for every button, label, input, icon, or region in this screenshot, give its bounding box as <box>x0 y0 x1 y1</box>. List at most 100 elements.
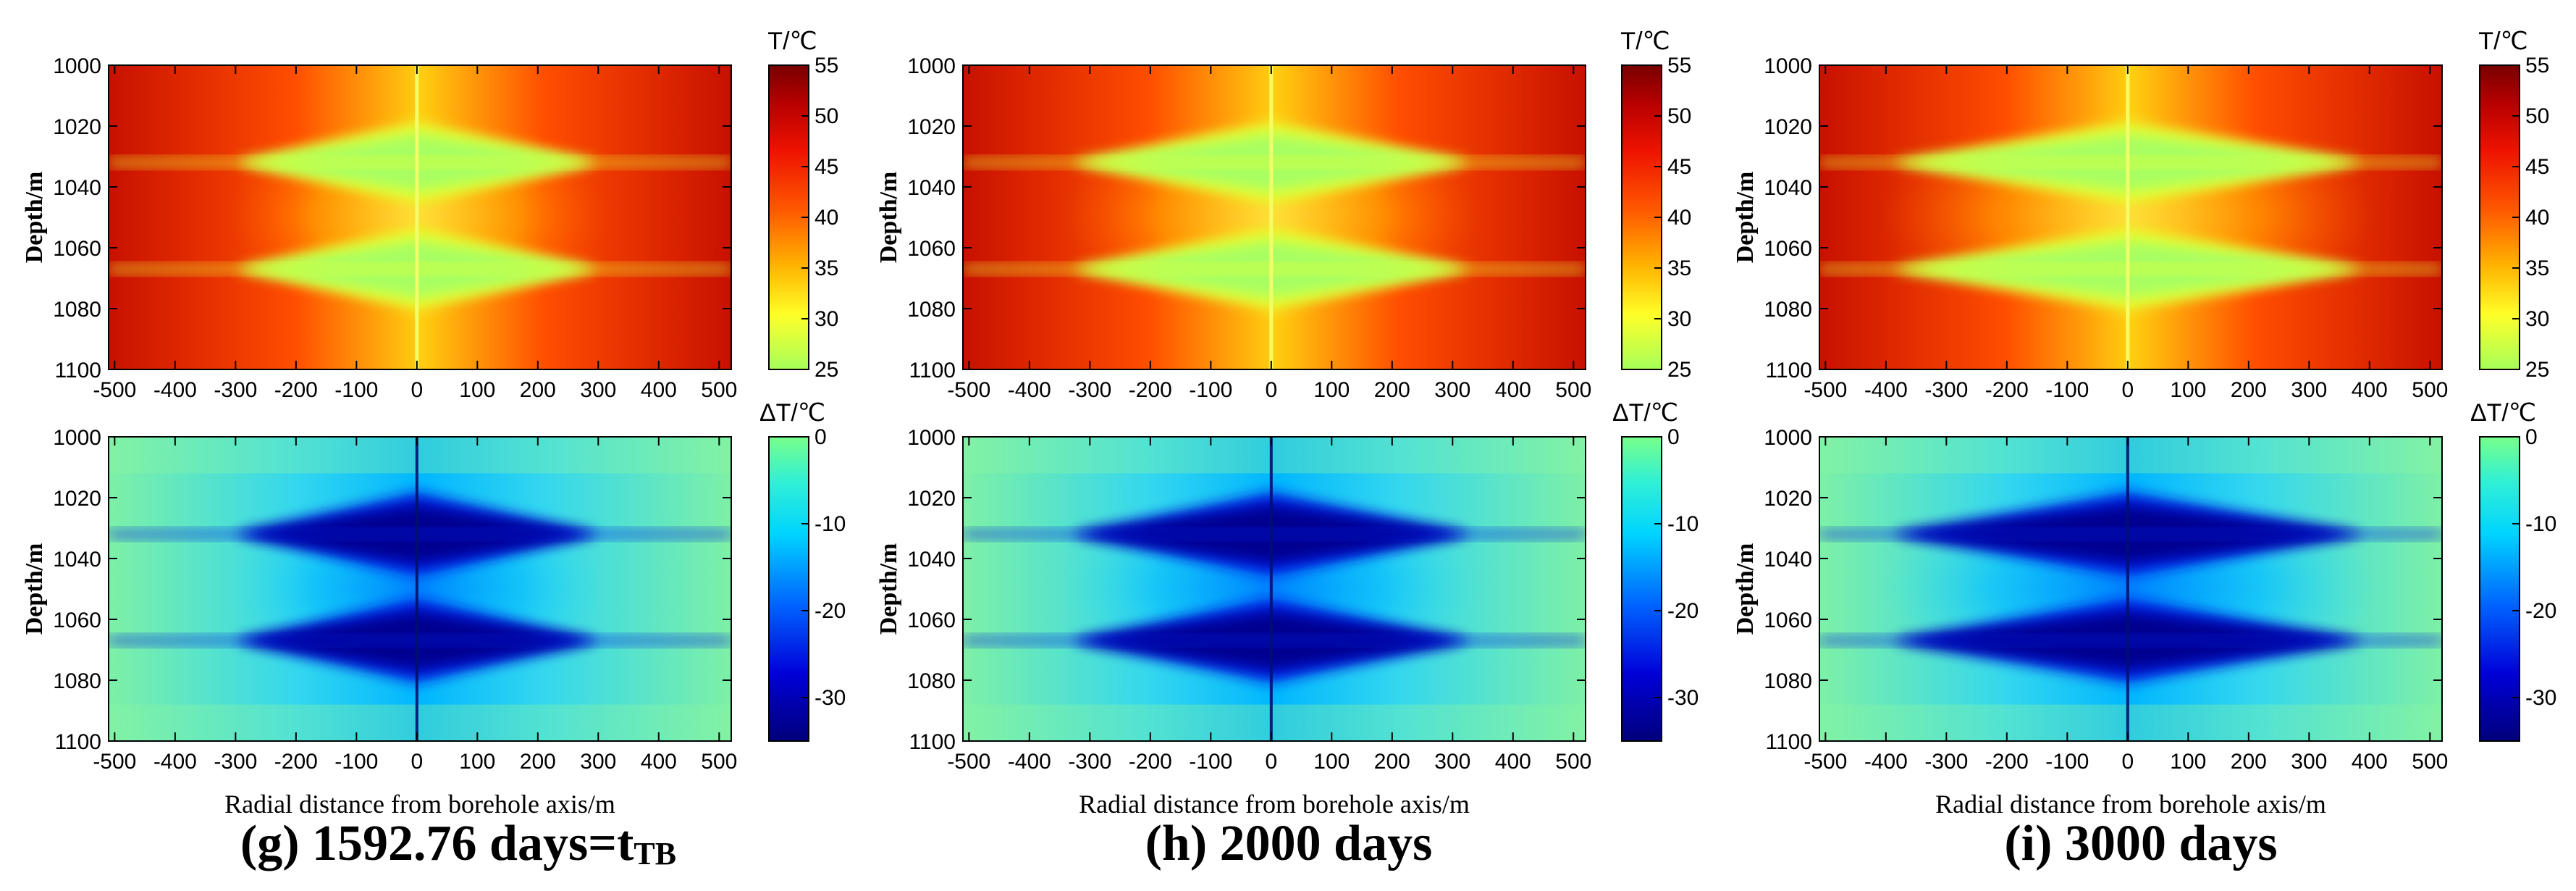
colorbar-tick-label: 35 <box>2525 256 2549 280</box>
colorbar-tick-label: 55 <box>1667 54 1691 78</box>
flow-zone-streak <box>1819 637 2442 645</box>
colorbar-tick-label: 25 <box>2525 358 2549 382</box>
y-tick-label: 1080 <box>53 298 101 322</box>
x-tick-label: -200 <box>1129 378 1172 402</box>
heatmap-edge-shade <box>963 704 1586 741</box>
axes-frame <box>108 436 732 742</box>
y-axis-label: Depth/m <box>875 543 902 635</box>
x-axis-label: Radial distance from borehole axis/m <box>1935 790 2326 819</box>
colorbar-tick-label: 45 <box>815 155 838 179</box>
y-tick-label: 1000 <box>53 426 101 450</box>
x-tick-label: -200 <box>1985 750 2029 774</box>
x-tick-label: 0 <box>1265 378 1277 402</box>
x-tick-label: 400 <box>641 378 677 402</box>
x-tick-label: 400 <box>1495 378 1531 402</box>
colorbar-tick-label: -20 <box>1667 599 1699 623</box>
x-tick-label: 500 <box>2412 378 2448 402</box>
x-tick-label: 400 <box>1495 750 1531 774</box>
x-tick-label: -300 <box>1924 750 1968 774</box>
y-tick-label: 1100 <box>909 359 956 382</box>
colorbar-i-dT: -30 -20 -10 0ΔT/℃ <box>2470 399 2556 742</box>
heatmap-edge-shade <box>1819 437 2442 474</box>
y-tick-label: 1080 <box>907 298 956 322</box>
colorbar-label: T/℃ <box>2478 28 2527 55</box>
colorbar-tick-label: -20 <box>815 599 846 623</box>
x-tick-label: 200 <box>2231 378 2267 402</box>
y-tick-label: 1100 <box>1765 359 1812 382</box>
colorbar-tick-label: -10 <box>2525 512 2556 536</box>
x-tick-label: -100 <box>1189 750 1232 774</box>
x-tick-label: 400 <box>2352 750 2388 774</box>
colorbar-tick-label: 0 <box>1667 425 1680 449</box>
flow-zone-streak <box>1819 159 2442 167</box>
colorbar-gradient <box>2479 436 2520 742</box>
y-tick-label: 1060 <box>907 608 956 632</box>
x-tick-label: 100 <box>1313 378 1350 402</box>
y-tick-label: 1060 <box>907 237 956 261</box>
colorbar-g-dT: -30 -20 -10 0ΔT/℃ <box>759 399 846 742</box>
x-axis-label: Radial distance from borehole axis/m <box>1079 790 1470 819</box>
x-tick-label: 500 <box>1555 750 1591 774</box>
x-tick-label: -500 <box>93 750 136 774</box>
colorbar-tick-label: -30 <box>2525 686 2556 710</box>
colorbar-tick-label: 25 <box>815 358 838 382</box>
x-tick-label: 100 <box>459 378 495 402</box>
y-tick-label: 1020 <box>1764 115 1812 139</box>
flow-zone-streak <box>963 637 1586 645</box>
flow-zone-streak <box>963 159 1586 167</box>
colorbar-tick-label: 50 <box>815 104 838 128</box>
y-tick-label: 1080 <box>53 669 101 693</box>
colorbar-i-T: 25 30 35 40 45 50 55T/℃ <box>2478 28 2549 382</box>
colorbar-tick-label: -30 <box>1667 686 1699 710</box>
y-axis-label: Depth/m <box>21 543 48 635</box>
colorbar-label: ΔT/℃ <box>1612 399 1678 427</box>
x-tick-label: -400 <box>1864 750 1908 774</box>
x-tick-label: 500 <box>701 750 737 774</box>
x-tick-label: -400 <box>1008 378 1051 402</box>
y-tick-label: 1080 <box>1764 298 1812 322</box>
heatmap-i-T <box>1819 65 2442 369</box>
x-tick-label: 300 <box>580 378 616 402</box>
heatmap-h-dT <box>963 437 1586 741</box>
x-tick-label: 300 <box>1434 378 1470 402</box>
y-tick-label: 1020 <box>53 115 101 139</box>
x-tick-label: 500 <box>1555 378 1591 402</box>
x-tick-label: 0 <box>2121 378 2134 402</box>
y-tick-label: 1040 <box>1764 176 1812 200</box>
flow-zone-streak <box>109 159 731 167</box>
x-tick-label: 300 <box>580 750 616 774</box>
y-tick-label: 1000 <box>907 426 956 450</box>
x-tick-label: -100 <box>2045 750 2089 774</box>
y-tick-label: 1060 <box>53 237 101 261</box>
colorbar-h-dT: -30 -20 -10 0ΔT/℃ <box>1612 399 1699 742</box>
colorbar-tick-label: -10 <box>815 512 846 536</box>
y-tick-label: 1020 <box>1764 487 1812 511</box>
axes-frame <box>1819 64 2443 370</box>
colorbar-tick-label: 50 <box>1667 104 1691 128</box>
caption-g: (g) 1592.76 days=tTB <box>240 816 677 871</box>
colorbar-tick-label: 35 <box>1667 256 1691 280</box>
x-tick-label: -300 <box>1068 378 1111 402</box>
x-tick-label: -300 <box>1068 750 1111 774</box>
colorbar-label: T/℃ <box>1620 28 1670 55</box>
x-tick-label: -500 <box>1803 378 1847 402</box>
y-tick-label: 1000 <box>1764 426 1812 450</box>
axes-frame <box>962 64 1586 370</box>
colorbar-tick-label: -30 <box>815 686 846 710</box>
heatmap-h-T <box>963 65 1586 369</box>
flow-zone-streak <box>1819 530 2442 538</box>
x-tick-label: -300 <box>214 378 257 402</box>
x-tick-label: -400 <box>153 750 197 774</box>
x-tick-label: -500 <box>947 750 990 774</box>
colorbar-label: ΔT/℃ <box>2470 399 2536 427</box>
x-tick-label: 0 <box>2121 750 2134 774</box>
x-tick-label: -100 <box>2045 378 2089 402</box>
y-tick-label: 1040 <box>907 176 956 200</box>
y-tick-label: 1020 <box>907 115 956 139</box>
x-tick-label: 100 <box>2170 750 2206 774</box>
y-tick-label: 1100 <box>54 359 101 382</box>
x-tick-label: 300 <box>2291 750 2327 774</box>
colorbar-tick-label: 55 <box>2525 54 2549 78</box>
x-tick-label: 200 <box>1374 378 1410 402</box>
y-tick-label: 1040 <box>1764 548 1812 572</box>
